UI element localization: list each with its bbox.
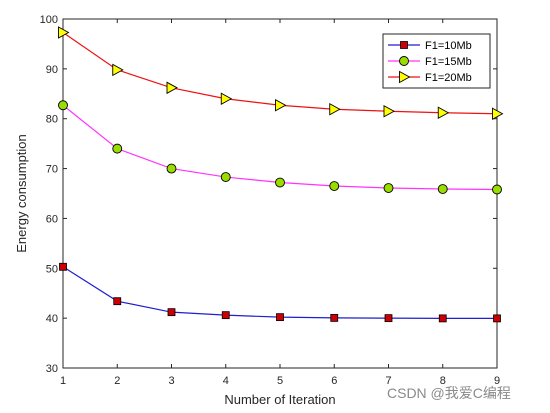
x-tick-label: 1 <box>60 375 66 387</box>
x-tick-label: 2 <box>114 375 120 387</box>
data-point <box>59 262 67 271</box>
legend-item: F1=15Mb <box>388 56 472 68</box>
data-point <box>493 314 501 323</box>
data-point <box>276 313 284 322</box>
y-tick-label: 100 <box>40 14 58 26</box>
data-point <box>492 184 502 195</box>
y-tick-label: 30 <box>46 363 58 375</box>
data-point <box>167 308 176 317</box>
data-point <box>492 107 504 120</box>
data-point <box>330 313 339 322</box>
x-tick-label: 5 <box>277 375 283 387</box>
data-point <box>329 102 341 116</box>
data-point <box>58 26 70 39</box>
watermark: CSDN @我爱C编程 <box>387 385 511 401</box>
data-point <box>220 172 231 182</box>
x-tick-label: 7 <box>385 375 391 387</box>
x-axis: 1 2 3 4 5 6 7 8 9 <box>60 19 500 387</box>
series-1 <box>59 262 501 323</box>
series-layer <box>58 26 504 323</box>
legend: F1=10Mb F1=15Mb F1=20Mb <box>382 33 491 89</box>
data-point <box>437 106 450 119</box>
data-point <box>383 183 394 193</box>
x-tick-label: 6 <box>331 375 337 387</box>
data-point <box>166 163 177 174</box>
data-point <box>112 143 123 154</box>
x-axis-label: Number of Iteration <box>224 392 335 407</box>
legend-label: F1=20Mb <box>425 72 472 84</box>
legend-item: F1=20Mb <box>388 70 472 84</box>
data-point <box>113 297 122 306</box>
y-tick-label: 80 <box>46 114 58 126</box>
x-tick-label: 3 <box>168 375 174 387</box>
data-point <box>329 181 340 191</box>
y-tick-label: 40 <box>46 313 58 325</box>
y-axis-label: Energy consumption <box>14 134 29 253</box>
legend-marker <box>399 56 409 66</box>
x-tick-label: 4 <box>223 375 229 387</box>
series-2 <box>58 100 502 195</box>
legend-item: F1=10Mb <box>388 40 472 52</box>
data-point <box>438 314 447 323</box>
data-point <box>275 177 285 188</box>
data-point <box>384 314 393 323</box>
legend-marker <box>400 41 408 49</box>
x-tick-label: 8 <box>440 375 446 387</box>
y-tick-label: 90 <box>46 64 58 76</box>
legend-marker <box>399 70 411 84</box>
data-point <box>275 98 287 112</box>
data-point <box>112 63 124 77</box>
x-tick-label: 9 <box>494 375 500 387</box>
data-point <box>166 81 178 95</box>
data-point <box>58 100 68 111</box>
data-point <box>383 104 395 118</box>
data-point <box>221 311 230 320</box>
y-tick-label: 70 <box>46 164 58 176</box>
data-point <box>220 92 233 106</box>
y-tick-label: 50 <box>46 263 58 275</box>
y-tick-label: 60 <box>46 213 58 225</box>
series-3 <box>58 26 504 120</box>
legend-label: F1=15Mb <box>425 56 472 68</box>
legend-label: F1=10Mb <box>425 40 472 52</box>
data-point <box>437 184 448 194</box>
